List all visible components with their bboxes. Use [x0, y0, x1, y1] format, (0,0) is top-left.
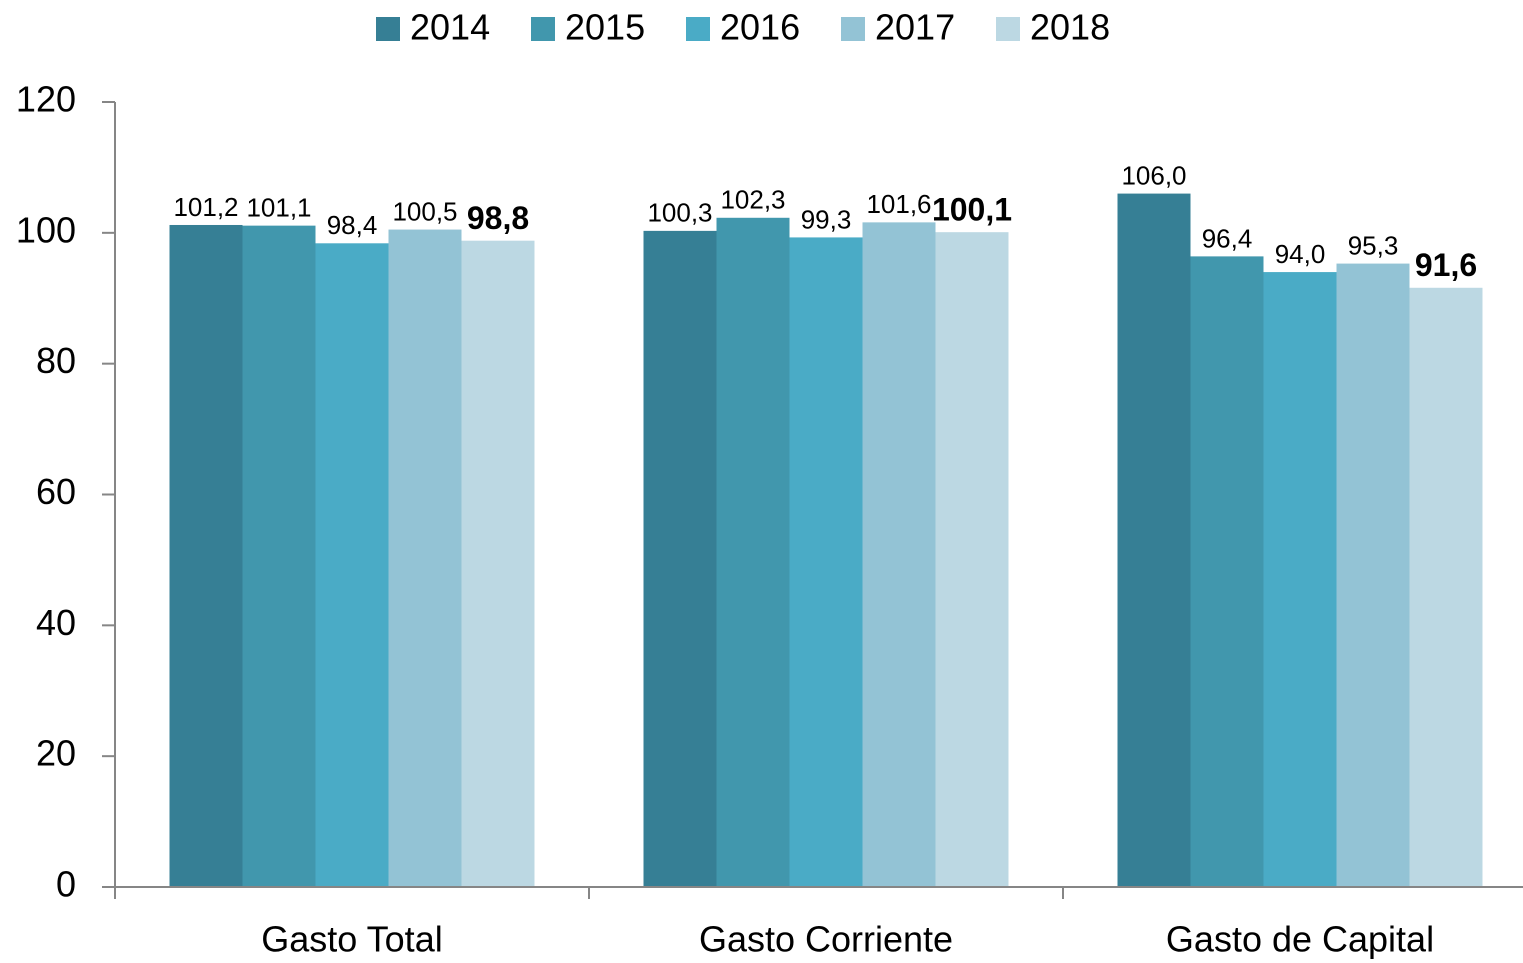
data-label: 101,1 — [246, 193, 311, 223]
data-label: 102,3 — [720, 185, 785, 215]
bar — [388, 229, 462, 887]
bar — [862, 222, 936, 887]
bar — [1117, 193, 1191, 888]
bar — [1263, 272, 1337, 887]
y-tick-label: 80 — [36, 340, 76, 381]
data-label: 94,0 — [1275, 239, 1326, 269]
legend-label: 2015 — [565, 7, 645, 48]
legend-swatch — [686, 17, 710, 41]
legend-swatch — [841, 17, 865, 41]
legend-swatch — [376, 17, 400, 41]
x-tick-label: Gasto Total — [261, 919, 442, 960]
bar — [1190, 256, 1264, 888]
legend-swatch — [531, 17, 555, 41]
data-label: 95,3 — [1348, 230, 1399, 260]
bar — [1336, 263, 1410, 887]
bar — [242, 225, 316, 887]
y-tick-label: 60 — [36, 471, 76, 512]
y-tick-label: 120 — [16, 79, 76, 120]
y-tick-label: 0 — [56, 864, 76, 905]
x-tick-label: Gasto de Capital — [1166, 919, 1434, 960]
legend-label: 2014 — [410, 7, 490, 48]
bar — [643, 230, 717, 887]
legend-label: 2017 — [875, 7, 955, 48]
data-label: 100,5 — [392, 196, 457, 226]
bar — [461, 240, 535, 887]
bar — [716, 217, 790, 888]
y-tick-label: 100 — [16, 209, 76, 250]
bar — [935, 232, 1009, 887]
bar — [315, 243, 389, 888]
bar — [789, 237, 863, 888]
data-label: 101,6 — [866, 189, 931, 219]
legend-swatch — [996, 17, 1020, 41]
data-label: 100,3 — [647, 198, 712, 228]
data-label: 98,8 — [467, 200, 529, 236]
data-label: 101,2 — [173, 192, 238, 222]
x-tick-label: Gasto Corriente — [699, 919, 953, 960]
data-label: 99,3 — [801, 204, 852, 234]
y-tick-label: 40 — [36, 602, 76, 643]
data-label: 98,4 — [327, 210, 378, 240]
data-label: 91,6 — [1415, 247, 1477, 283]
data-label: 106,0 — [1121, 160, 1186, 190]
legend-label: 2018 — [1030, 7, 1110, 48]
data-label: 100,1 — [932, 192, 1012, 228]
legend-label: 2016 — [720, 7, 800, 48]
data-label: 96,4 — [1202, 223, 1253, 253]
bar — [169, 224, 243, 887]
bar — [1409, 287, 1483, 887]
y-tick-label: 20 — [36, 733, 76, 774]
